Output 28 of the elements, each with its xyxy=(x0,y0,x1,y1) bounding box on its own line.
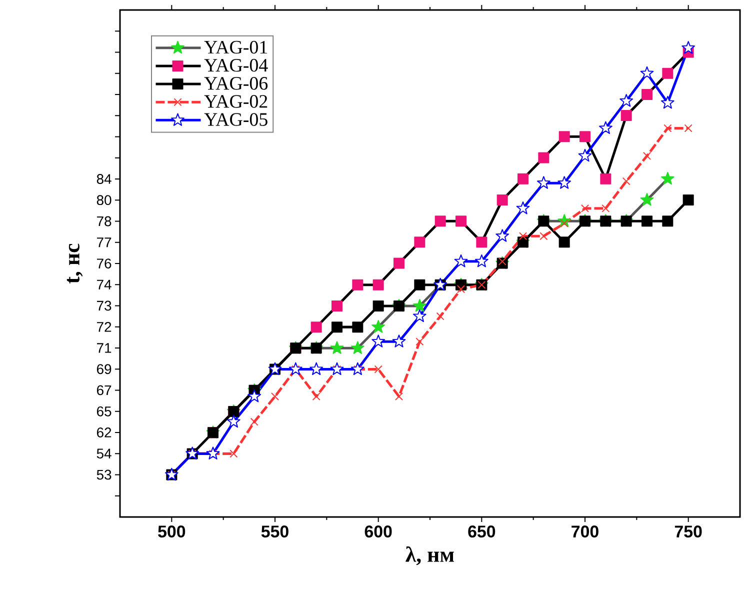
y-axis-title: t, нс xyxy=(66,244,83,284)
legend-label: YAG-02 xyxy=(204,95,268,108)
text: 72 xyxy=(97,322,112,332)
text: 65 xyxy=(96,406,112,416)
x-tick-label: 650 xyxy=(468,526,496,538)
x-axis-title: λ, нм xyxy=(406,546,454,566)
x-tick-label: 750 xyxy=(674,526,702,538)
x-tick-label: 600 xyxy=(364,526,392,538)
x-tick-label: 500 xyxy=(158,526,186,538)
text: 76 xyxy=(97,258,112,268)
legend-label: YAG-04 xyxy=(204,58,268,72)
text: 80 xyxy=(96,195,112,206)
legend-label: YAG-06 xyxy=(204,76,268,90)
x-tick-label: 550 xyxy=(261,526,288,538)
text: 54 xyxy=(96,448,112,459)
text: 67 xyxy=(96,385,112,396)
text: 62 xyxy=(96,428,112,438)
text: 73 xyxy=(97,300,112,311)
legend-label: YAG-01 xyxy=(204,40,268,54)
text: 78 xyxy=(97,216,112,226)
text: 69 xyxy=(96,364,112,374)
text: 74 xyxy=(97,280,112,290)
text: 84 xyxy=(96,174,112,184)
text: 77 xyxy=(97,238,112,248)
legend-label: YAG-05 xyxy=(204,113,268,126)
text: 71 xyxy=(97,343,112,353)
text: 53 xyxy=(96,470,112,480)
x-tick-label: 700 xyxy=(572,526,598,538)
